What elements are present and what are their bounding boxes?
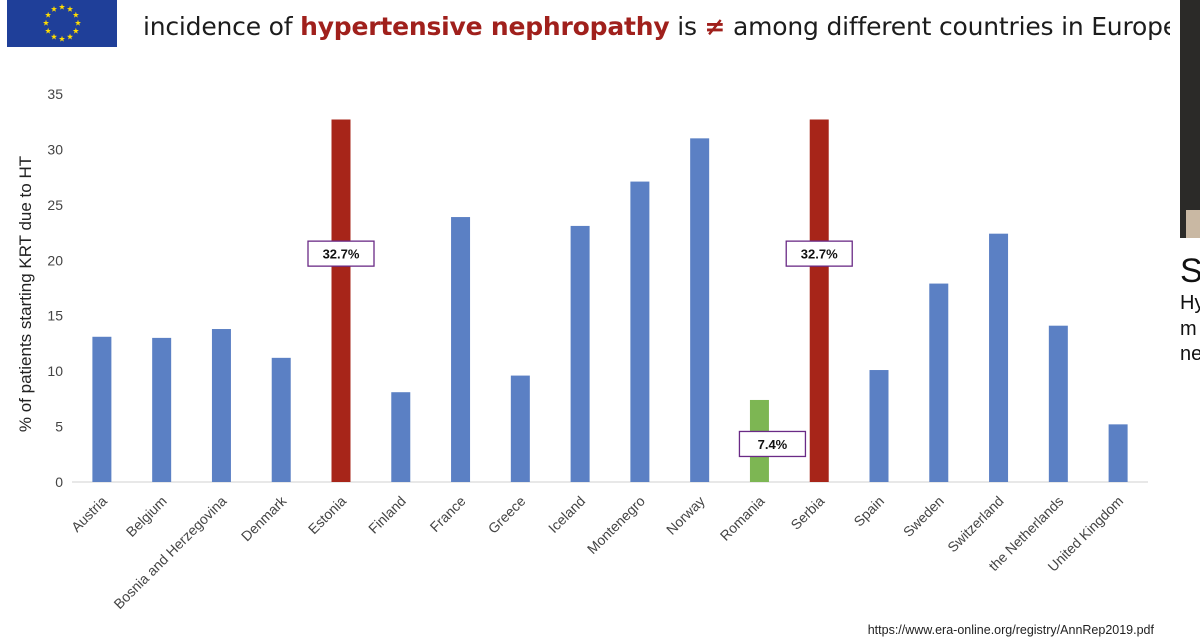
x-tick-label: Sweden — [900, 493, 947, 540]
bar-belgium — [152, 337, 172, 482]
x-tick-label: Austria — [68, 493, 110, 535]
eu-star-icon — [66, 33, 74, 40]
data-label: 7.4% — [758, 437, 788, 452]
side-line-2: m — [1180, 318, 1197, 340]
data-label-box — [785, 240, 853, 267]
x-tick-label: France — [427, 493, 469, 535]
side-line-1: Hy — [1180, 292, 1200, 314]
y-tick-label: 5 — [55, 419, 63, 435]
bar-montenegro — [630, 181, 650, 482]
title-mid: is — [669, 12, 705, 41]
eu-star-icon — [58, 35, 66, 42]
page-title: incidence of hypertensive nephropathy is… — [143, 12, 1178, 41]
source-url[interactable]: https://www.era-online.org/registry/AnnR… — [867, 623, 1154, 637]
speaker-video-thumbnail — [1180, 0, 1200, 238]
x-tick-label: Denmark — [238, 492, 290, 544]
y-axis-label: % of patients starting KRT due to HT — [16, 156, 35, 432]
x-tick-label: Belgium — [123, 493, 170, 540]
data-label: 32.7% — [323, 247, 360, 262]
eu-star-icon — [50, 33, 58, 40]
side-line-3: ne — [1180, 343, 1200, 365]
bar-finland — [391, 392, 411, 482]
eu-star-icon — [72, 11, 79, 18]
speaker-video-detail — [1186, 210, 1200, 238]
x-tick-label: Serbia — [787, 493, 827, 533]
x-tick-label: Switzerland — [944, 493, 1006, 555]
eu-star-icon — [72, 27, 79, 34]
x-tick-label: Finland — [365, 493, 409, 537]
x-tick-label: Bosnia and Herzegovina — [110, 493, 229, 612]
title-pre: incidence of — [143, 12, 301, 41]
bar-denmark — [271, 357, 291, 482]
y-tick-label: 30 — [47, 141, 63, 157]
eu-star-icon — [45, 11, 52, 18]
x-tick-label: Romania — [717, 493, 768, 544]
x-tick-label: Spain — [850, 493, 887, 530]
eu-flag-logo — [7, 0, 117, 47]
bar-chart: % of patients starting KRT due to HT 0 5 10… — [16, 86, 1148, 612]
eu-star-icon — [50, 5, 58, 12]
bar-sweden — [929, 283, 949, 482]
y-tick-label: 10 — [47, 363, 63, 379]
bar-france — [451, 217, 471, 482]
eu-star-icon — [74, 19, 82, 26]
x-tick-label: Greece — [485, 493, 529, 537]
title-post: among different countries in Europe — [725, 12, 1178, 41]
bar-austria — [92, 336, 112, 482]
y-tick-label: 35 — [47, 86, 63, 102]
eu-stars-icon — [42, 3, 82, 42]
bar-bosnia-and-herzegovina — [211, 329, 231, 482]
y-tick-label: 20 — [47, 252, 63, 268]
eu-star-icon — [58, 3, 66, 10]
bar-estonia — [331, 119, 351, 483]
x-tick-label: Iceland — [545, 493, 588, 536]
bar-spain — [869, 370, 889, 482]
eu-star-icon — [42, 19, 50, 26]
y-tick-label: 25 — [47, 197, 63, 213]
bar-norway — [690, 138, 710, 482]
bar-united-kingdom — [1108, 424, 1128, 482]
bar-serbia — [809, 119, 829, 483]
x-tick-label: Montenegro — [584, 493, 648, 557]
bar-switzerland — [989, 233, 1009, 482]
data-label-box — [738, 430, 807, 458]
y-tick-label: 15 — [47, 308, 63, 324]
title-highlight: hypertensive nephropathy — [300, 12, 670, 41]
title-not-equal-symbol: ≠ — [704, 12, 726, 41]
eu-star-icon — [45, 27, 52, 34]
x-tick-label: Estonia — [305, 493, 349, 537]
eu-star-icon — [66, 5, 74, 12]
data-label-box — [307, 240, 375, 267]
data-label: 32.7% — [801, 247, 838, 262]
side-big-letter: S — [1180, 252, 1200, 290]
bar-the-netherlands — [1048, 325, 1068, 482]
bar-iceland — [570, 225, 590, 483]
x-tick-label: Norway — [663, 493, 708, 538]
bar-greece — [510, 375, 530, 482]
y-tick-label: 0 — [55, 474, 63, 490]
